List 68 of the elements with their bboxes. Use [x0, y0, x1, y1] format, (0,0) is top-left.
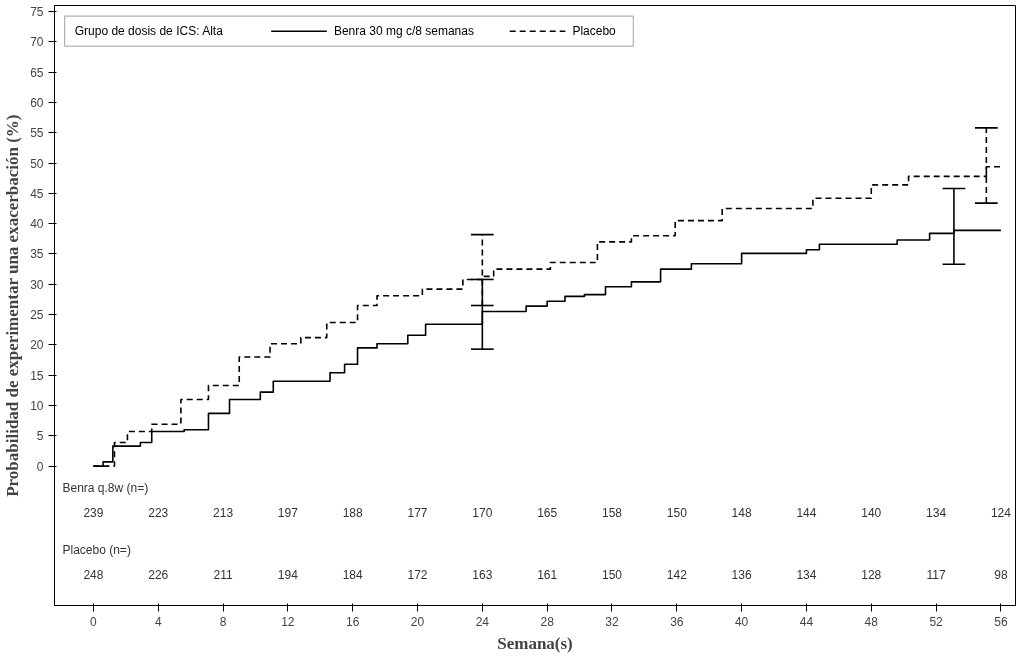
legend-label: Benra 30 mg c/8 semanas [333, 24, 474, 39]
annotation: 170 [472, 506, 493, 521]
annotation: Placebo (n=) [62, 542, 131, 557]
annotation: 161 [537, 568, 558, 583]
x-tick-label: 52 [929, 614, 944, 629]
annotation: 150 [666, 506, 688, 521]
y-tick-label: 20 [30, 338, 44, 353]
x-axis-title: Semana(s) [497, 633, 573, 653]
annotation: 134 [796, 568, 817, 583]
annotation: 211 [213, 568, 233, 583]
annotation: 163 [472, 568, 493, 583]
x-tick-label: 44 [799, 614, 814, 629]
x-tick-label: 12 [281, 614, 295, 629]
annotation: 194 [277, 568, 299, 583]
y-tick-label: 60 [30, 95, 44, 110]
annotation: 117 [926, 568, 946, 583]
y-tick-label: 55 [30, 126, 44, 141]
x-tick-label: 28 [540, 614, 555, 629]
y-tick-label: 10 [30, 399, 44, 413]
x-tick-label: 4 [154, 614, 162, 629]
annotation: 165 [537, 506, 558, 521]
x-tick-label: 40 [734, 614, 749, 629]
annotation: 136 [731, 568, 752, 583]
annotation: 150 [601, 568, 623, 583]
annotation: 134 [926, 506, 947, 521]
annotation: 239 [83, 506, 104, 521]
x-tick-label: 16 [346, 614, 360, 629]
annotation: 188 [342, 506, 364, 521]
x-tick-label: 8 [219, 614, 227, 629]
annotation: 177 [407, 506, 428, 521]
y-tick-label: 40 [30, 217, 44, 232]
y-tick-label: 15 [30, 368, 44, 383]
annotation: 140 [861, 506, 882, 521]
annotation: 226 [148, 568, 169, 583]
annotation: Benra q.8w (n=) [62, 480, 149, 495]
y-tick-label: 70 [30, 35, 44, 50]
annotation: 172 [407, 568, 428, 583]
annotation: 223 [148, 506, 169, 521]
y-tick-label: 50 [30, 156, 44, 171]
x-tick-label: 20 [410, 614, 425, 629]
annotation: 128 [861, 568, 882, 583]
x-tick-label: 32 [605, 614, 619, 629]
legend-title: Grupo de dosis de ICS: Alta [74, 24, 224, 39]
y-tick-label: 65 [30, 65, 44, 80]
annotation: 158 [601, 506, 623, 521]
y-tick-label: 25 [30, 308, 44, 323]
y-tick-label: 30 [30, 277, 44, 292]
annotation: 148 [731, 506, 752, 521]
legend-label: Placebo [572, 24, 617, 39]
y-tick-label: 45 [30, 186, 44, 201]
y-tick-label: 5 [36, 429, 44, 444]
annotation: 248 [83, 568, 104, 583]
x-tick-label: 48 [864, 614, 879, 629]
annotation: 142 [666, 568, 688, 583]
annotation: 144 [796, 506, 817, 521]
annotation: 124 [990, 506, 1012, 521]
annotation: 213 [213, 506, 234, 521]
y-tick-label: 75 [30, 5, 44, 20]
y-tick-label: 35 [30, 247, 44, 262]
y-axis-title: Probabilidad de experimentar una exacerbación (%) [3, 114, 23, 497]
annotation: 98 [994, 568, 1008, 583]
x-tick-label: 24 [475, 614, 490, 629]
x-tick-label: 56 [994, 614, 1008, 629]
x-tick-label: 0 [90, 614, 98, 629]
x-tick-label: 36 [670, 614, 684, 629]
y-tick-label: 0 [36, 459, 44, 474]
annotation: 197 [277, 506, 299, 521]
annotation: 184 [342, 568, 364, 583]
